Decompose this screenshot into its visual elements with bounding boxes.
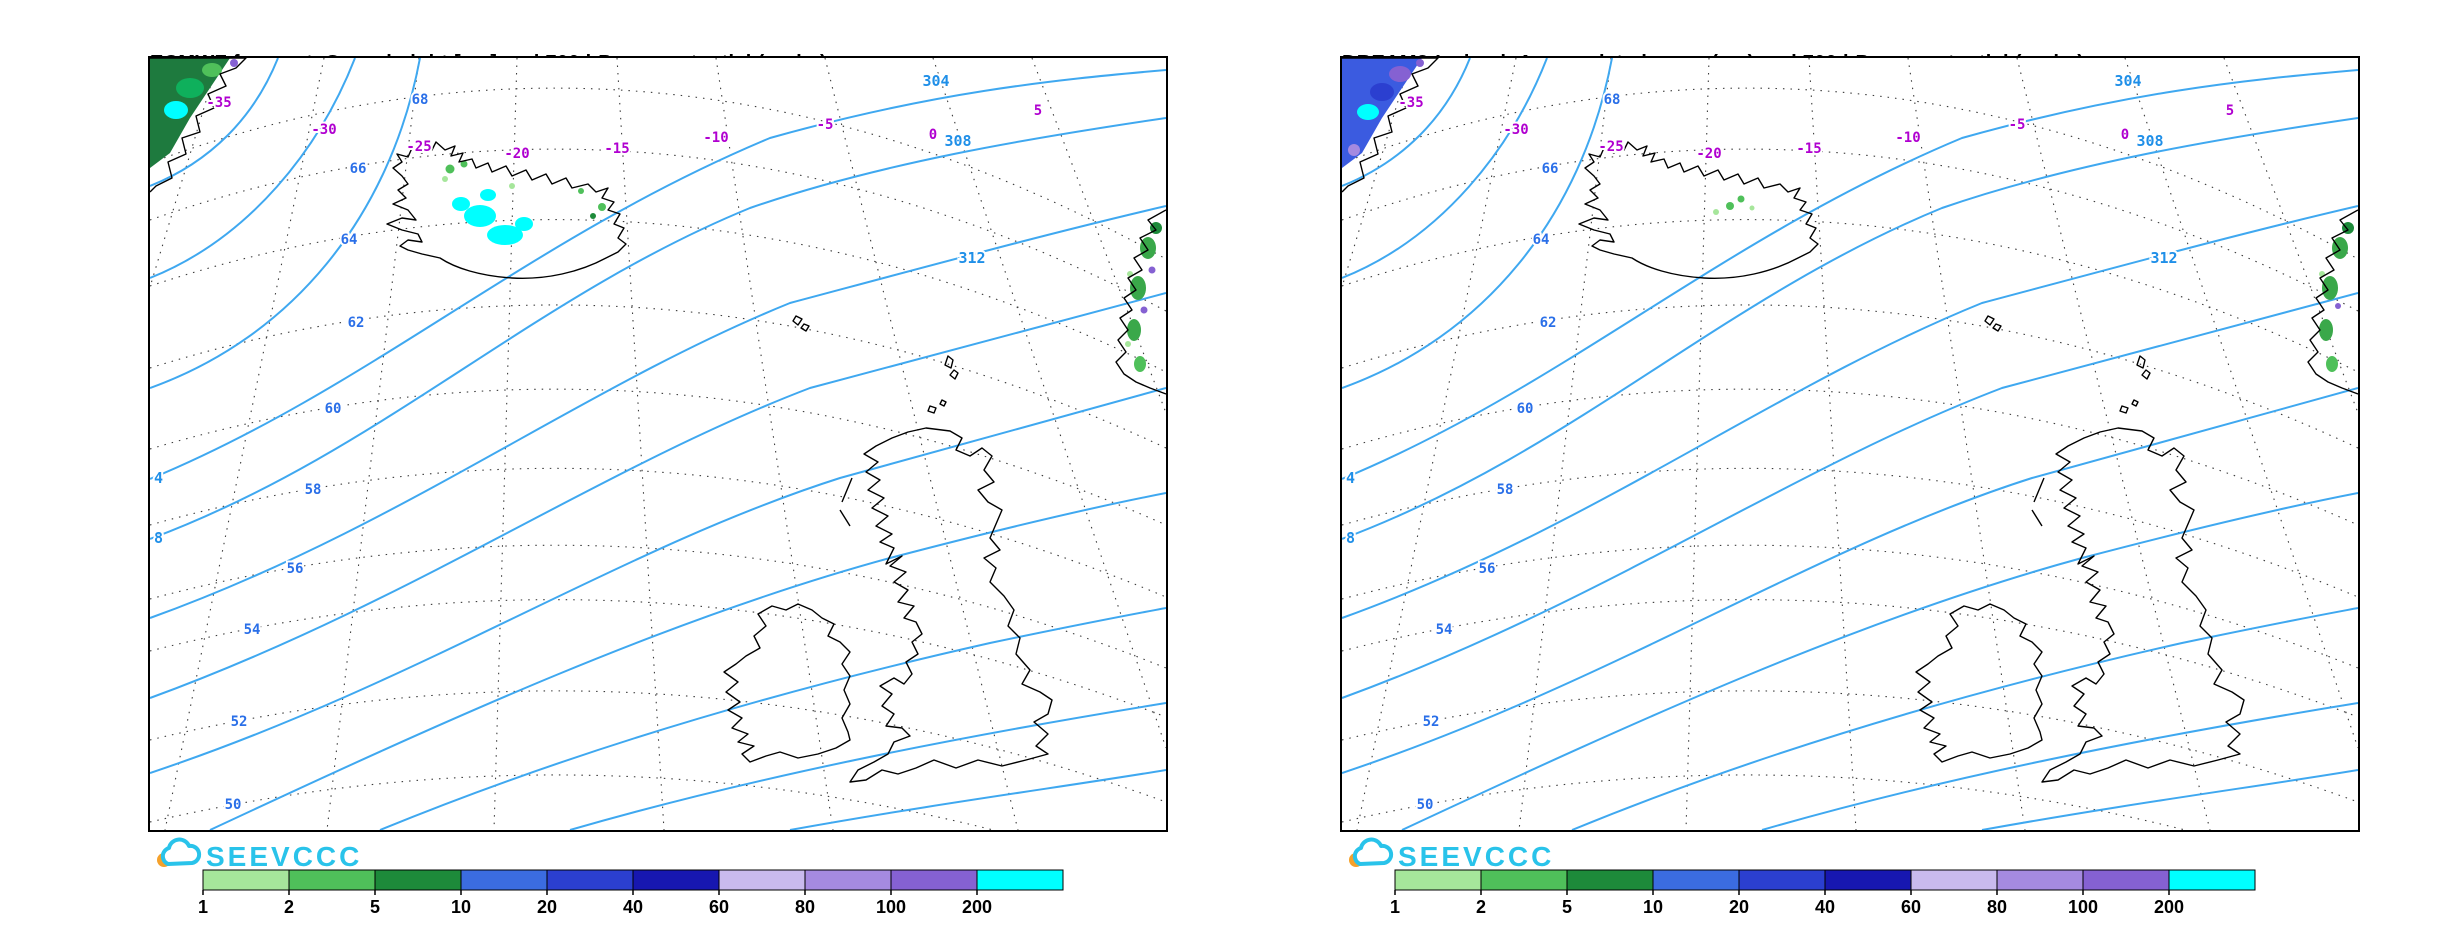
logo-cloud-icon [1352, 837, 1394, 866]
colorbar-segment [804, 869, 892, 891]
colorbar-tick-label: 100 [2068, 897, 2098, 917]
snow-overlay-ecmwf [150, 58, 1162, 372]
colorbar-ticks [1394, 890, 2170, 895]
colorbar: 1 2 5 10 20 40 60 80 100 200 [1390, 869, 2256, 917]
seevccc-logo: SEEVCCC [157, 837, 362, 870]
colorbar-segment [1394, 869, 1482, 891]
colorbar-segment [374, 869, 462, 891]
colorbar-segment [460, 869, 548, 891]
map-ecmwf: 68 66 64 62 60 58 56 54 52 50 -35 -30 [148, 56, 1168, 832]
colorbar-segment [1652, 869, 1740, 891]
logo-cloud-icon [160, 837, 202, 866]
colorbar-tick-label: 40 [623, 897, 643, 917]
colorbar-segment [718, 869, 806, 891]
colorbar-tick-label: 2 [1476, 897, 1486, 917]
panel-ecmwf: ECMWF forecast: Snow height [cm] and 700… [148, 0, 1168, 925]
colorbar-ticks [202, 890, 978, 895]
colorbar-segment [1480, 869, 1568, 891]
map-dream8 [1340, 56, 2360, 832]
colorbar-tick-label: 200 [2154, 897, 2184, 917]
snow-overlay-dream8 [1342, 58, 2354, 372]
colorbar-segment [976, 869, 1064, 891]
colorbar-tick-label: 20 [537, 897, 557, 917]
colorbar-segment [1824, 869, 1912, 891]
colorbar-segment [202, 869, 290, 891]
colorbar-segment [632, 869, 720, 891]
logo-text: SEEVCCC [206, 841, 362, 870]
colorbar: 1 2 5 10 20 40 60 80 100 200 [198, 869, 1064, 917]
logo-text: SEEVCCC [1398, 841, 1554, 870]
colorbar-tick-label: 1 [198, 897, 208, 917]
colorbar-segment [546, 869, 634, 891]
colorbar-segment [2168, 869, 2256, 891]
colorbar-tick-label: 200 [962, 897, 992, 917]
colorbar-segment [1910, 869, 1998, 891]
colorbar-tick-label: 80 [1987, 897, 2007, 917]
colorbar-segment [1738, 869, 1826, 891]
colorbar-tick-label: 5 [370, 897, 380, 917]
colorbar-tick-label: 60 [1901, 897, 1921, 917]
panel-dream8: DREAM8-Iceland: Accumulated snow (cm) an… [1340, 0, 2360, 925]
colorbar-tick-label: 40 [1815, 897, 1835, 917]
colorbar-tick-label: 10 [451, 897, 471, 917]
colorbar-tick-label: 100 [876, 897, 906, 917]
seevccc-logo: SEEVCCC [1349, 837, 1554, 870]
colorbar-tick-label: 20 [1729, 897, 1749, 917]
colorbar-tick-label: 60 [709, 897, 729, 917]
colorbar-tick-label: 2 [284, 897, 294, 917]
colorbar-segment [890, 869, 978, 891]
colorbar-segment [2082, 869, 2170, 891]
colorbar-segment [288, 869, 376, 891]
colorbar-tick-label: 10 [1643, 897, 1663, 917]
colorbar-segment [1566, 869, 1654, 891]
colorbar-tick-label: 1 [1390, 897, 1400, 917]
colorbar-tick-label: 80 [795, 897, 815, 917]
colorbar-segment [1996, 869, 2084, 891]
colorbar-tick-label: 5 [1562, 897, 1572, 917]
